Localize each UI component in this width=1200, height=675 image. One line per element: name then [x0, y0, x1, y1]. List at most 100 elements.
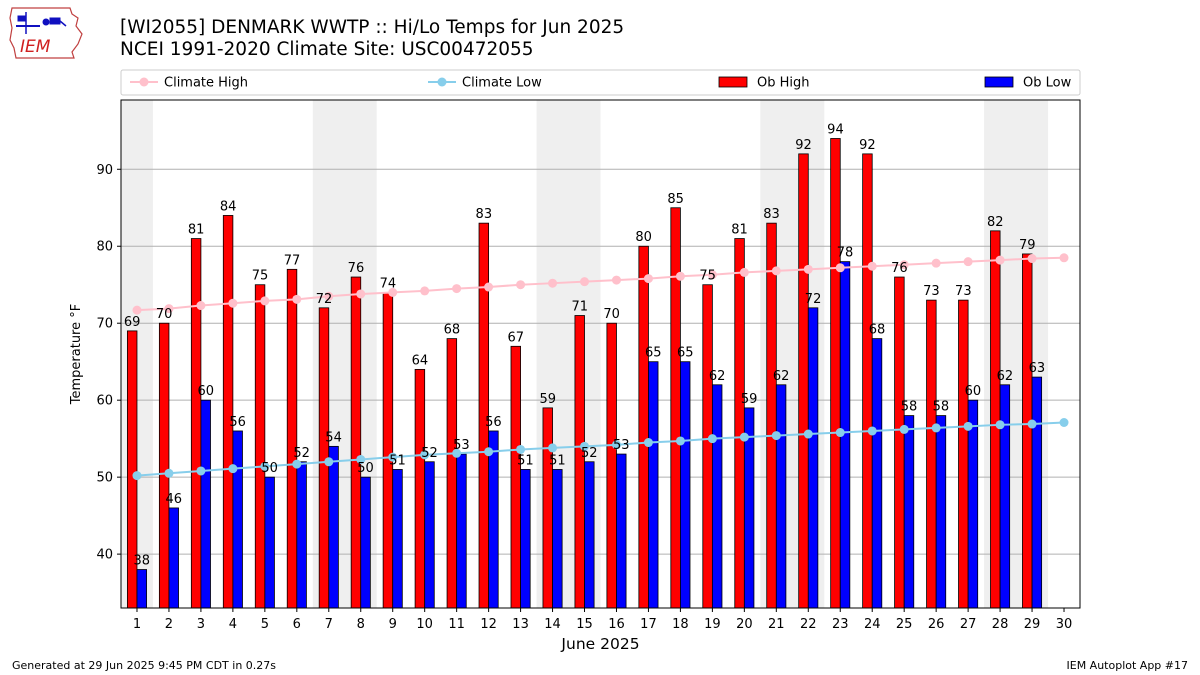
x-axis-label: June 2025	[560, 635, 639, 653]
x-tick-label: 4	[229, 617, 237, 632]
climate-low-point	[388, 452, 398, 462]
ob-high-bar	[542, 407, 553, 609]
climate-low-point	[867, 426, 877, 436]
climate-high-point	[548, 278, 558, 288]
y-tick-label: 50	[96, 471, 113, 486]
ob-low-label: 51	[389, 453, 406, 468]
climate-low-point	[675, 436, 685, 446]
ob-high-bar	[254, 284, 266, 609]
legend-ob-low-label: Ob Low	[1023, 76, 1072, 91]
ob-low-label: 65	[677, 346, 694, 361]
climate-low-point	[356, 454, 366, 464]
ob-high-label: 70	[156, 307, 173, 322]
climate-high-point	[132, 305, 142, 315]
legend-ob-high-label: Ob High	[757, 76, 810, 91]
ob-low-bar	[136, 569, 147, 609]
climate-high-line	[136, 256, 1065, 312]
legend-climate-high-label: Climate High	[164, 76, 248, 91]
ob-high-label: 92	[859, 138, 876, 153]
y-tick-label: 70	[96, 317, 113, 332]
ob-high-bar	[862, 153, 873, 609]
climate-low-point	[931, 423, 941, 433]
x-tick-label: 13	[512, 617, 529, 632]
ob-low-label: 54	[325, 430, 342, 445]
climate-high-point	[643, 274, 653, 284]
ob-low-bar	[648, 361, 659, 609]
ob-low-label: 58	[901, 400, 918, 415]
climate-low-point	[803, 429, 813, 439]
ob-high-label: 70	[603, 307, 620, 322]
climate-high-point	[484, 282, 494, 292]
x-tick-label: 27	[960, 617, 977, 632]
climate-high-point	[420, 286, 430, 296]
ob-low-bar	[200, 399, 211, 609]
x-tick-label: 17	[640, 617, 657, 632]
ob-high-label: 84	[220, 199, 237, 214]
ob-high-bar	[574, 315, 585, 609]
ob-high-bar	[958, 299, 969, 609]
ob-low-bar	[584, 461, 595, 609]
ob-high-label: 59	[539, 392, 556, 407]
ob-low-label: 50	[357, 461, 374, 476]
x-tick-label: 6	[293, 617, 301, 632]
ob-high-bar	[510, 345, 521, 609]
climate-low-point	[1027, 419, 1037, 429]
ob-high-bar	[798, 153, 809, 609]
ob-high-label: 71	[571, 300, 588, 315]
legend-box	[120, 69, 1081, 96]
ob-low-bar	[232, 430, 243, 609]
legend-ob-high-swatch	[718, 76, 748, 88]
ob-low-label: 46	[165, 492, 182, 507]
climate-high-point	[675, 271, 685, 281]
ob-low-bar	[264, 476, 275, 609]
ob-low-label: 68	[869, 323, 886, 338]
ob-low-label: 62	[773, 369, 790, 384]
ob-low-label: 60	[965, 384, 982, 399]
ob-low-bar	[711, 384, 723, 609]
x-tick-label: 15	[576, 617, 593, 632]
climate-low-point	[292, 459, 302, 469]
climate-low-point	[484, 447, 494, 457]
ob-low-label: 52	[421, 446, 438, 461]
y-tick-label: 60	[96, 394, 113, 409]
ob-low-bar	[903, 415, 915, 609]
ob-high-bar	[990, 230, 1001, 609]
climate-high-point	[164, 304, 174, 314]
ob-low-label: 62	[997, 369, 1014, 384]
climate-high-point	[260, 296, 270, 306]
x-tick-label: 7	[325, 617, 333, 632]
ob-low-bar	[935, 415, 947, 609]
climate-low-point	[452, 448, 462, 458]
x-tick-label: 5	[261, 617, 269, 632]
legend-climate-low-label: Climate Low	[462, 76, 542, 91]
ob-low-bar	[296, 461, 307, 609]
ob-high-label: 81	[188, 223, 205, 238]
x-tick-label: 1	[133, 617, 141, 632]
climate-high-point	[388, 287, 398, 297]
ob-low-bar	[520, 469, 531, 609]
ob-low-bar	[168, 507, 179, 609]
ob-low-bar	[1031, 376, 1043, 609]
ob-high-label: 73	[955, 284, 972, 299]
chart-subtitle: NCEI 1991-2020 Climate Site: USC00472055	[120, 39, 534, 60]
ob-high-bar	[446, 338, 458, 609]
climate-high-point	[324, 291, 334, 301]
ob-high-bar	[670, 207, 681, 609]
ob-high-bar	[734, 238, 745, 609]
ob-low-bar	[616, 453, 627, 609]
climate-low-line	[136, 421, 1065, 477]
climate-high-point	[707, 270, 717, 280]
climate-low-point	[580, 441, 590, 451]
ob-low-label: 63	[1029, 361, 1046, 376]
ob-low-bar	[775, 384, 787, 609]
ob-low-label: 56	[485, 415, 502, 430]
ob-low-bar	[807, 307, 819, 609]
climate-high-point	[228, 298, 238, 308]
legend-ob-low-swatch	[984, 76, 1014, 88]
y-tick-label: 40	[96, 548, 113, 563]
ob-low-label: 53	[453, 438, 470, 453]
x-tick-label: 20	[736, 617, 753, 632]
climate-high-point	[963, 257, 973, 267]
climate-low-point	[707, 434, 717, 444]
